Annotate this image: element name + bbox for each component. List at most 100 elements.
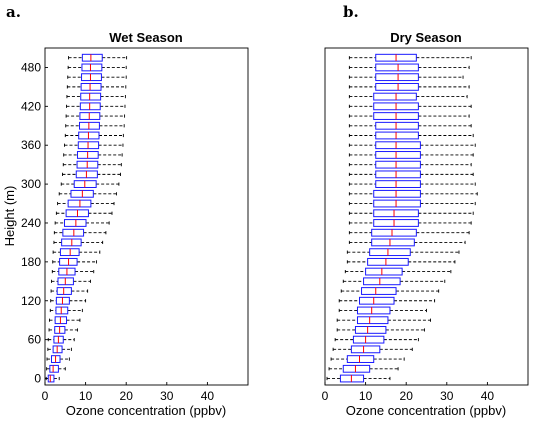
box-plot-item: [54, 219, 110, 227]
box-plot-item: [64, 131, 124, 140]
box-plot-item: [348, 92, 468, 101]
iqr-box: [79, 102, 101, 111]
iqr-box: [352, 335, 385, 344]
iqr-box: [47, 374, 55, 383]
box-plot-item: [348, 53, 472, 62]
box-plot-item: [51, 267, 95, 276]
iqr-box: [359, 296, 395, 305]
box-plot-item: [348, 238, 466, 247]
box-plot-item: [340, 287, 440, 295]
plot-area-wet-season: [44, 47, 249, 386]
iqr-box: [373, 219, 419, 227]
iqr-box: [356, 316, 389, 325]
iqr-box: [342, 364, 371, 373]
box-plot-item: [348, 121, 472, 130]
box-plot-item: [45, 374, 60, 383]
iqr-box: [81, 53, 103, 62]
iqr-box: [49, 364, 59, 373]
iqr-box: [371, 228, 417, 237]
box-plot-item: [47, 345, 72, 354]
box-plot-item: [50, 287, 89, 295]
iqr-box: [375, 151, 421, 159]
box-plot-item: [336, 316, 432, 325]
box-plot-item: [64, 141, 124, 150]
iqr-box: [63, 219, 87, 227]
box-plot-item: [50, 296, 87, 305]
y-tick-label: 240: [21, 216, 41, 230]
box-plot-item: [348, 82, 470, 91]
y-tick-label: 0: [34, 372, 41, 386]
x-tick-label: 10: [359, 389, 373, 403]
box-plot-item: [62, 170, 121, 179]
iqr-box: [350, 345, 381, 354]
box-plot-item: [342, 277, 446, 286]
box-plot-item: [348, 63, 470, 72]
ticks-dry-season: 0 10 20 30 40: [322, 382, 495, 403]
panel-wet-season: a. Wet Season 0 10 20 30 40 0 60 120 180 240 300 36…: [2, 3, 249, 418]
iqr-box: [375, 63, 419, 72]
box-plot-item: [348, 199, 476, 208]
iqr-box: [375, 121, 419, 130]
box-plot-item: [60, 180, 120, 188]
x-tick-label: 20: [120, 389, 134, 403]
box-plot-item: [348, 228, 470, 237]
box-plot-item: [52, 257, 98, 266]
y-tick-label: 480: [21, 60, 41, 74]
x-tick-label: 40: [201, 389, 215, 403]
box-plot-item: [53, 228, 107, 237]
iqr-box: [375, 82, 419, 91]
x-tick-label: 0: [42, 389, 49, 403]
box-plot-item: [336, 326, 425, 334]
box-plot-item: [47, 335, 75, 344]
x-tick-label: 0: [322, 389, 329, 403]
y-tick-label: 180: [21, 255, 41, 269]
iqr-box: [56, 287, 72, 295]
box-plot-item: [348, 131, 474, 140]
ticks-wet-season: 0 10 20 30 40 0 60 120 180 240 300 360 420 480: [21, 60, 214, 403]
x-tick-label: 40: [481, 389, 495, 403]
iqr-box: [375, 131, 419, 140]
box-plot-item: [348, 151, 474, 159]
box-plot-item: [344, 267, 452, 276]
iqr-box: [365, 267, 403, 276]
box-plot-item: [348, 73, 464, 82]
iqr-box: [373, 189, 421, 198]
box-plot-item: [348, 209, 474, 218]
box-plot-item: [348, 180, 476, 188]
iqr-box: [371, 238, 415, 247]
box-plot-item: [49, 306, 83, 315]
boxes-wet-season: [45, 53, 128, 383]
iqr-box: [339, 374, 365, 383]
plot-area-dry-season: [324, 47, 529, 386]
iqr-box: [373, 199, 421, 208]
panel-label-b: b.: [343, 3, 359, 21]
box-plot-item: [57, 199, 115, 208]
box-plot-item: [334, 335, 419, 344]
box-plot-item: [338, 296, 436, 305]
box-plot-item: [62, 160, 122, 169]
chart-title-wet-season: Wet Season: [109, 30, 183, 45]
iqr-box: [62, 228, 85, 237]
x-tick-label: 30: [160, 389, 174, 403]
box-plot-item: [67, 73, 127, 82]
box-plot-item: [346, 248, 460, 257]
box-plot-item: [67, 63, 127, 72]
iqr-box: [363, 277, 401, 286]
box-plot-item: [66, 92, 126, 101]
box-plot-item: [55, 209, 113, 218]
box-plot-item: [53, 238, 104, 247]
box-plot-item: [63, 151, 123, 159]
iqr-box: [367, 257, 409, 266]
box-plot-item: [346, 257, 456, 266]
box-plot-item: [348, 189, 478, 198]
box-plot-item: [348, 160, 472, 169]
iqr-box: [79, 112, 101, 120]
box-plot-item: [348, 112, 470, 120]
x-axis-label-dry: Ozone concentration (ppbv): [346, 403, 506, 418]
iqr-box: [373, 92, 417, 101]
y-tick-label: 420: [21, 99, 41, 113]
chart-title-dry-season: Dry Season: [390, 30, 462, 45]
x-tick-label: 10: [79, 389, 93, 403]
y-tick-label: 360: [21, 138, 41, 152]
